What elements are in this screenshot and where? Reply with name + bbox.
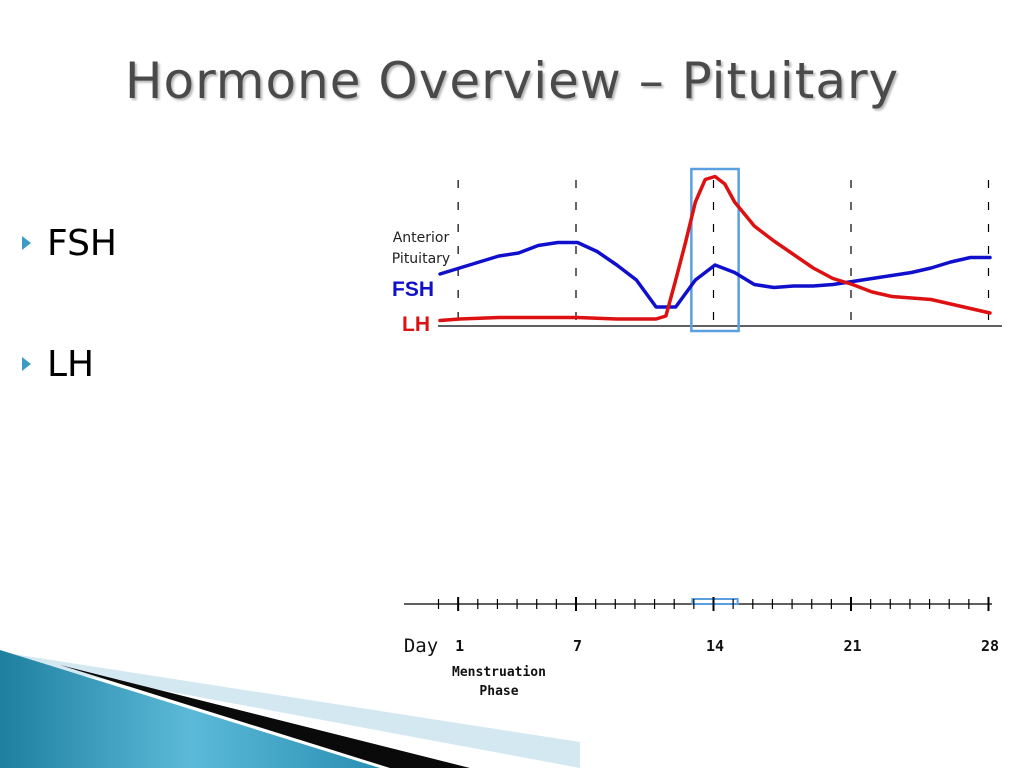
corner-swoosh-dark	[60, 665, 470, 768]
phase-label-line1: Menstruation	[452, 665, 546, 680]
axis-highlight	[691, 598, 739, 605]
bullet-list: FSH LH	[22, 215, 117, 457]
axis-label-day: Day	[404, 635, 438, 657]
chart-label-pituitary: Pituitary	[392, 251, 450, 267]
bullet-text: FSH	[47, 222, 117, 264]
bullet-arrow-icon	[22, 357, 31, 371]
tick-label: 7	[573, 637, 582, 655]
bullet-arrow-icon	[22, 236, 31, 250]
bullet-item-lh: LH	[22, 336, 117, 392]
slide-title: Hormone Overview – Pituitary	[124, 52, 900, 110]
series-line-fsh	[438, 240, 992, 309]
bullet-item-fsh: FSH	[22, 215, 117, 271]
tick-label: 28	[981, 637, 999, 655]
corner-decoration	[0, 650, 580, 768]
corner-swoosh-light	[0, 652, 580, 768]
chart-label-anterior: Anterior	[393, 230, 450, 246]
phase-label-line2: Phase	[479, 684, 518, 699]
ovulation-highlight	[690, 167, 740, 333]
series-line-lh	[438, 174, 992, 323]
bullet-text: LH	[47, 343, 95, 385]
tick-label: 1	[455, 637, 464, 655]
series-label-fsh: FSH	[392, 278, 434, 301]
series-label-lh: LH	[402, 313, 430, 336]
corner-swoosh-teal	[0, 650, 380, 768]
tick-label: 14	[706, 637, 724, 655]
tick-label: 21	[843, 637, 861, 655]
